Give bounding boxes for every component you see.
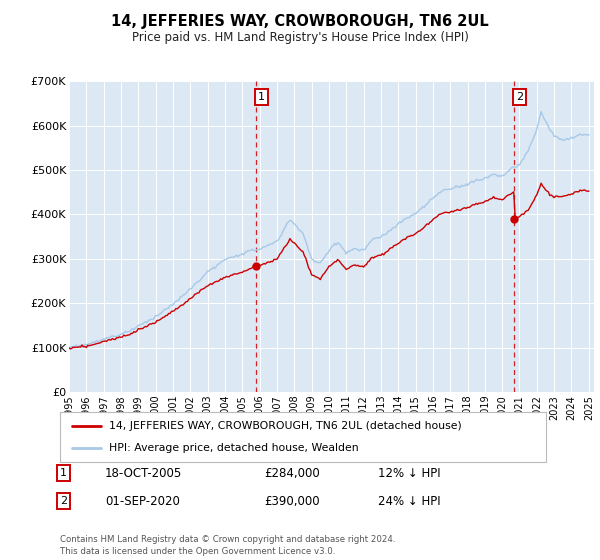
Text: Contains HM Land Registry data © Crown copyright and database right 2024.
This d: Contains HM Land Registry data © Crown c… bbox=[60, 535, 395, 556]
Text: 12% ↓ HPI: 12% ↓ HPI bbox=[378, 466, 440, 480]
Text: 2: 2 bbox=[516, 92, 523, 102]
Text: HPI: Average price, detached house, Wealden: HPI: Average price, detached house, Weal… bbox=[109, 443, 358, 453]
Text: 1: 1 bbox=[258, 92, 265, 102]
Text: £284,000: £284,000 bbox=[264, 466, 320, 480]
Text: 01-SEP-2020: 01-SEP-2020 bbox=[105, 494, 180, 508]
Text: 1: 1 bbox=[60, 468, 67, 478]
Text: 18-OCT-2005: 18-OCT-2005 bbox=[105, 466, 182, 480]
Text: 24% ↓ HPI: 24% ↓ HPI bbox=[378, 494, 440, 508]
Text: Price paid vs. HM Land Registry's House Price Index (HPI): Price paid vs. HM Land Registry's House … bbox=[131, 31, 469, 44]
Text: 14, JEFFERIES WAY, CROWBOROUGH, TN6 2UL: 14, JEFFERIES WAY, CROWBOROUGH, TN6 2UL bbox=[111, 14, 489, 29]
Text: 2: 2 bbox=[60, 496, 67, 506]
Text: £390,000: £390,000 bbox=[264, 494, 320, 508]
Text: 14, JEFFERIES WAY, CROWBOROUGH, TN6 2UL (detached house): 14, JEFFERIES WAY, CROWBOROUGH, TN6 2UL … bbox=[109, 421, 461, 431]
